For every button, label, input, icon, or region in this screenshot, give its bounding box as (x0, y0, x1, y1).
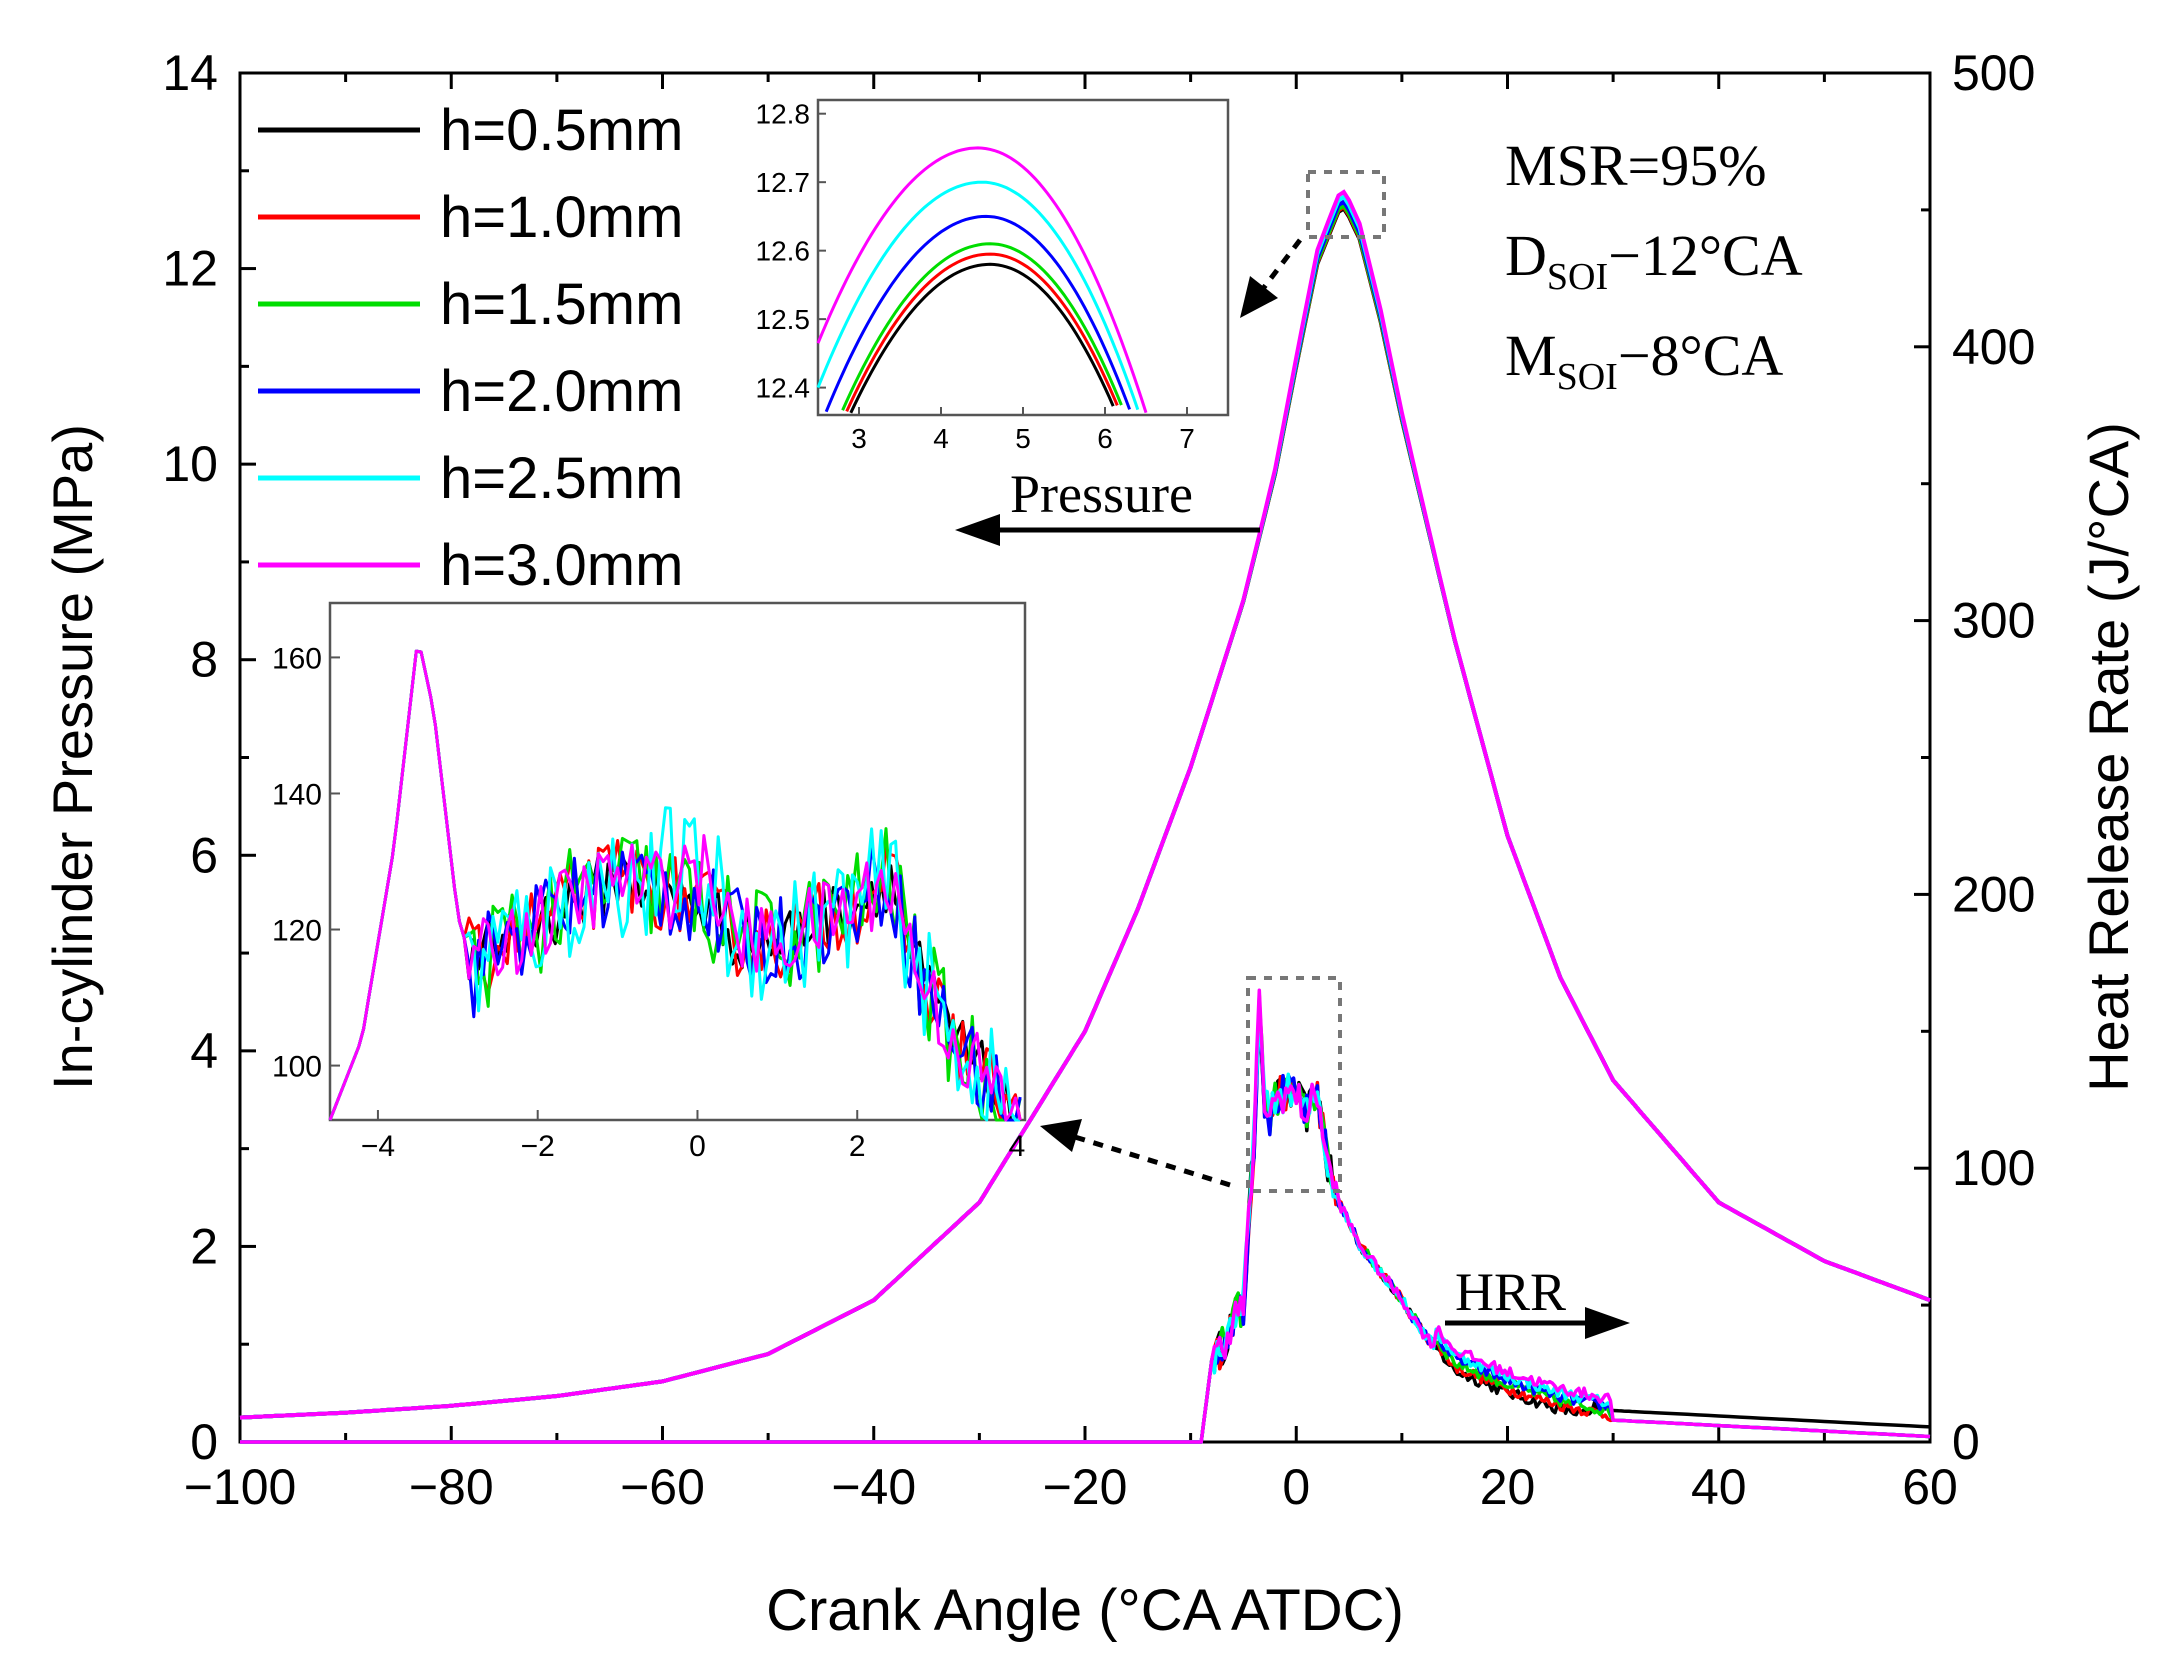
pressure-inset: 3 4 5 6 7 12.4 12.5 12.6 12.7 12.8 (756, 98, 1230, 454)
inset1-y-tick-label: 12.8 (756, 99, 811, 130)
y-left-tick-label: 10 (162, 436, 218, 492)
x-tick-label: −100 (184, 1459, 297, 1515)
hrr-inset: −4 −2 0 2 4 100 120 140 160 (272, 601, 1027, 1163)
hrr-inset-frame (328, 601, 1027, 1122)
main-series-group (239, 189, 1931, 1444)
y-left-tick-label: 14 (162, 45, 218, 101)
x-tick-label: −60 (620, 1459, 705, 1515)
hrr-label: HRR (1455, 1262, 1566, 1322)
x-axis-ticks: −100 −80 −60 −40 −20 0 20 40 60 (184, 73, 1958, 1515)
inset1-y-tick-label: 12.6 (756, 236, 811, 267)
inset1-line-h=1.5mm (841, 242, 1123, 411)
y-left-tick-label: 2 (190, 1218, 218, 1274)
y-left-axis-ticks: 0 2 4 6 8 10 12 14 (162, 45, 256, 1470)
legend-label: h=0.5mm (440, 98, 683, 163)
hrr-inset-series (328, 649, 1022, 1122)
inset2-x-tick-label: 0 (689, 1130, 706, 1163)
y-left-tick-label: 0 (190, 1414, 218, 1470)
hrr-zoom-pointer-head (1040, 1119, 1082, 1152)
pressure-inset-ticks: 3 4 5 6 7 12.4 12.5 12.6 12.7 12.8 (756, 99, 1195, 454)
legend: h=0.5mm h=1.0mm h=1.5mm h=2.0mm h=2.5mm h=3.0… (258, 98, 683, 598)
inset2-x-tick-label: 4 (1009, 1130, 1026, 1163)
pressure-inset-frame (816, 98, 1230, 417)
pressure-zoom-box (1306, 170, 1386, 239)
y-left-tick-label: 8 (190, 632, 218, 688)
inset1-y-tick-label: 12.5 (756, 304, 811, 335)
hrr-inset-ticks: −4 −2 0 2 4 100 120 140 160 (272, 642, 1025, 1163)
inset2-y-tick-label: 140 (272, 778, 322, 811)
y-right-tick-label: 500 (1952, 45, 2035, 101)
pressure-zoom-pointer (1260, 238, 1302, 292)
x-tick-label: −80 (409, 1459, 494, 1515)
y-right-tick-label: 400 (1952, 319, 2035, 375)
inset1-line-h=0.5mm (849, 262, 1115, 414)
legend-label: h=3.0mm (440, 533, 683, 598)
msoi-annotation: MSOI−8°CA (1505, 323, 1783, 398)
inset2-line-h=3.0mm (328, 649, 1022, 1122)
y-right-tick-label: 300 (1952, 593, 2035, 649)
pressure-label: Pressure (1010, 464, 1193, 524)
legend-label: h=2.0mm (440, 359, 683, 424)
x-tick-label: 60 (1902, 1459, 1958, 1515)
y-left-axis-title: In-cylinder Pressure (MPa) (41, 424, 104, 1090)
hrr-line-h=3.0mm (240, 988, 1931, 1444)
inset1-x-tick-label: 4 (933, 423, 949, 454)
y-right-axis-ticks: 0 100 200 300 400 500 (1914, 45, 2035, 1470)
inset1-line-h=2.5mm (816, 180, 1140, 411)
inset1-x-tick-label: 6 (1097, 423, 1113, 454)
y-right-tick-label: 200 (1952, 866, 2035, 922)
hrr-zoom-box (1246, 976, 1342, 1193)
y-left-tick-label: 4 (190, 1023, 218, 1079)
inset1-line-h=1.0mm (845, 252, 1119, 413)
inset1-line-h=2.0mm (824, 214, 1132, 413)
x-tick-label: 0 (1282, 1459, 1310, 1515)
inset2-y-tick-label: 100 (272, 1051, 322, 1084)
y-right-axis-title: Heat Release Rate (J/°CA) (2077, 422, 2140, 1092)
inset1-x-tick-label: 3 (851, 423, 867, 454)
pressure-line-h=3.0mm (239, 189, 1931, 1420)
pressure-inset-series (816, 146, 1148, 414)
y-right-tick-label: 100 (1952, 1140, 2035, 1196)
inset1-x-tick-label: 7 (1179, 423, 1195, 454)
x-tick-label: −20 (1043, 1459, 1128, 1515)
y-left-tick-label: 6 (190, 827, 218, 883)
msr-annotation: MSR=95% (1505, 133, 1767, 198)
y-left-tick-label: 12 (162, 241, 218, 297)
hrr-zoom-pointer (1074, 1134, 1231, 1188)
pressure-arrow-head (955, 514, 1000, 546)
x-tick-label: 40 (1691, 1459, 1747, 1515)
legend-label: h=2.5mm (440, 446, 683, 511)
inset1-line-h=3.0mm (816, 146, 1148, 414)
legend-label: h=1.0mm (440, 185, 683, 250)
inset2-y-tick-label: 160 (272, 642, 322, 675)
dsoi-annotation: DSOI−12°CA (1505, 223, 1803, 298)
inset2-x-tick-label: −4 (361, 1130, 395, 1163)
x-tick-label: −40 (831, 1459, 916, 1515)
legend-label: h=1.5mm (440, 272, 683, 337)
inset1-y-tick-label: 12.4 (756, 373, 811, 404)
hrr-arrow-head (1585, 1307, 1630, 1339)
x-axis-title: Crank Angle (°CA ATDC) (766, 1578, 1404, 1643)
x-tick-label: 20 (1480, 1459, 1536, 1515)
y-right-tick-label: 0 (1952, 1414, 1980, 1470)
inset1-y-tick-label: 12.7 (756, 167, 811, 198)
inset1-x-tick-label: 5 (1015, 423, 1031, 454)
inset2-x-tick-label: −2 (521, 1130, 555, 1163)
inset2-x-tick-label: 2 (849, 1130, 866, 1163)
inset2-y-tick-label: 120 (272, 915, 322, 948)
pressure-zoom-pointer-head (1240, 276, 1278, 318)
